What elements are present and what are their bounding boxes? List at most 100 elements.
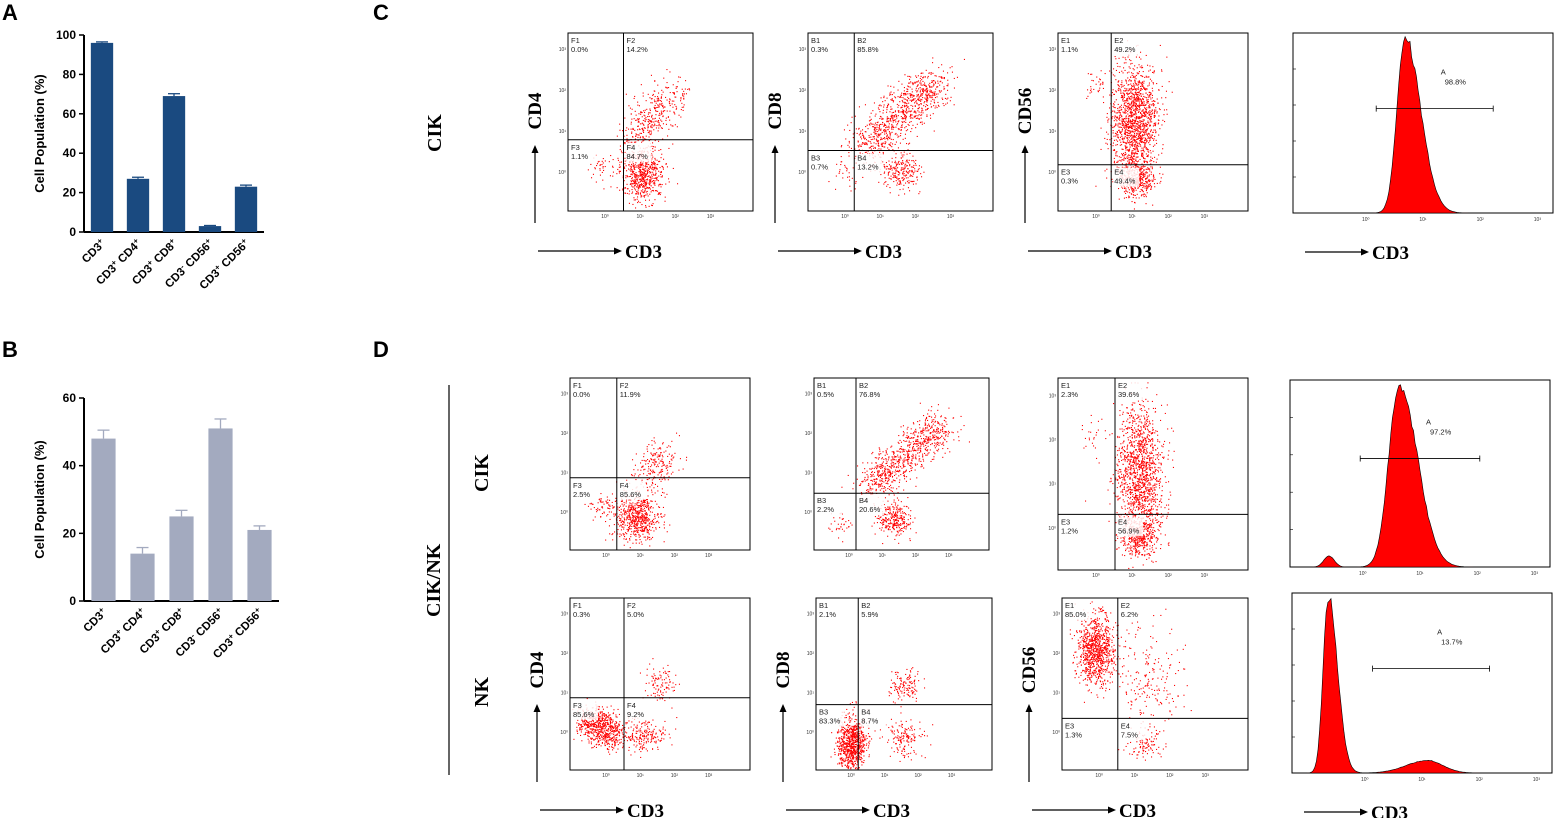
d-nk-plot-cd8-quadrant-value-B3: 83.3%: [819, 717, 841, 726]
c-plot-cd8-frame: [807, 32, 994, 212]
c-plot-cd4-x-arrowhead: [614, 247, 622, 255]
d-nk-plot-cd4-label-bg-F4: [626, 700, 652, 720]
d-nk-plot-cd4-y-arrowhead: [533, 704, 541, 712]
c-plot-cd56-ylabel: CD56: [1015, 88, 1036, 134]
c-plot-cd4-xtick-0: 10⁰: [601, 214, 609, 220]
d-cik-plot-cd8-events: [828, 402, 970, 545]
bar-a-bar-3: [198, 226, 222, 232]
c-plot-cd8-ytick-2: 10²: [799, 88, 807, 94]
c-plot-cd4-quadrant-value-F2: 14.2%: [627, 45, 649, 54]
d-nk-plot-cd56-label-bg-E2: [1119, 601, 1146, 620]
d-cik-plot-cd56-label-bg-E3: [1060, 517, 1086, 537]
c-plot-cd4-quadrant-value-F1: 0.0%: [571, 45, 588, 54]
bar-b-bar-1: [130, 553, 155, 601]
c-hist-cd3: A98.8% 10⁰ 10¹ 10² 10³ CD3: [1292, 32, 1554, 264]
d-nk-plot-cd56-xtick-3: 10³: [1202, 773, 1210, 779]
d-nk-hist-cd3-xtick-3: 10³: [1533, 777, 1541, 783]
c-plot-cd8-xlabel: CD3: [865, 242, 902, 263]
d-cik-plot-cd56-xtick-2: 10²: [1165, 573, 1173, 579]
d-cik-plot-cd8-quadrant-value-B4: 20.6%: [859, 505, 881, 514]
d-nk-plot-cd56-xtick-0: 10⁰: [1095, 773, 1103, 779]
c-plot-cd4-frame: [567, 32, 754, 212]
d-nk-plot-cd4-label-bg-F2: [626, 601, 652, 620]
c-plot-cd56-quadrant-value-E1: 1.1%: [1061, 45, 1078, 54]
d-nk-plot-cd4-ytick-3: 10³: [561, 611, 569, 617]
d-cik-plot-cd56-ytick-2: 10²: [1049, 437, 1057, 443]
c-plot-cd4-xlabel: CD3: [625, 242, 662, 263]
c-plot-cd8-label-bg-B4: [856, 153, 883, 173]
d-nk-plot-cd4-quadrant-id-F2: F2: [627, 601, 636, 610]
c-plot-cd8-quadrant-value-B2: 85.8%: [857, 45, 879, 54]
d-nk-hist-cd3-histogram-area: [1292, 597, 1552, 774]
d-nk-plot-cd8-quadrant-id-B1: B1: [819, 601, 828, 610]
d-nk-plot-cd4-label-bg-F1: [572, 601, 598, 620]
d-nk-plot-cd56-quadrant-value-E4: 7.5%: [1121, 730, 1138, 739]
d-nk-plot-cd8-quadrant-value-B2: 5.9%: [861, 610, 878, 619]
c-plot-cd8-label-bg-B1: [810, 36, 836, 55]
d-nk-plot-cd56-ytick-2: 10²: [1053, 651, 1061, 657]
d-nk-plot-cd56-events: [1069, 601, 1192, 761]
d-cik-hist-cd3-xtick-1: 10¹: [1416, 571, 1424, 577]
d-nk-plot-cd8-ytick-2: 10²: [807, 651, 815, 657]
c-plot-cd8-label-bg-B2: [856, 36, 883, 55]
d-cik-plot-cd8-quadrant-value-B2: 76.8%: [859, 390, 881, 399]
c-plot-cd4-quadrant-value-F3: 1.1%: [571, 152, 588, 161]
c-plot-cd56-label-bg-E1: [1060, 36, 1086, 55]
bar-a-ytick-label-1: 20: [63, 186, 77, 200]
d-cik-hist-cd3-xtick-2: 10²: [1474, 571, 1482, 577]
c-plot-cd8-ytick-0: 10⁰: [798, 170, 806, 176]
panel-letter-b: B: [2, 337, 18, 362]
d-cik-plot-cd8-xtick-1: 10¹: [879, 553, 887, 559]
d-nk-plot-cd4-xlabel: CD3: [627, 801, 664, 818]
c-plot-cd4-label-bg-F2: [625, 36, 652, 55]
d-cik-plot-cd56-quadrant-id-E4: E4: [1118, 517, 1127, 526]
c-plot-cd56-xtick-0: 10⁰: [1092, 214, 1100, 220]
d-nk-plot-cd8-xtick-1: 10¹: [881, 773, 889, 779]
d-nk-plot-cd56-quadrant-id-E4: E4: [1121, 721, 1130, 730]
d-cik-plot-cd4-quadrant-value-F3: 2.5%: [573, 490, 590, 499]
c-plot-cd8-ytick-1: 10¹: [799, 129, 807, 135]
c-plot-cd4-y-arrowhead: [531, 145, 539, 153]
d-cik-plot-cd8-label-bg-B2: [858, 381, 884, 400]
d-nk-plot-cd4-quadrant-id-F1: F1: [573, 601, 582, 610]
d-cik-plot-cd4-quadrant-value-F1: 0.0%: [573, 390, 590, 399]
d-cik-plot-cd8-ytick-2: 10²: [805, 431, 813, 437]
bar-b-ylabel: Cell Population (%): [32, 440, 47, 558]
d-nk-plot-cd4-xtick-3: 10³: [705, 773, 713, 779]
d-nk-plot-cd56-label-bg-E1: [1064, 601, 1090, 620]
d-nk-plot-cd8-quadrant-id-B2: B2: [861, 601, 870, 610]
d-cik-plot-cd8-ytick-1: 10¹: [805, 471, 813, 477]
c-plot-cd8-events: [827, 57, 965, 196]
c-plot-cd56-ytick-3: 10³: [1049, 47, 1057, 53]
bar-a-bar-4: [234, 186, 258, 232]
d-nk-plot-cd8-xtick-0: 10⁰: [847, 773, 855, 779]
c-plot-cd8-xtick-3: 10³: [947, 214, 955, 220]
d-nk-hist-cd3-xtick-1: 10¹: [1418, 777, 1426, 783]
d-nk-plot-cd4-ytick-0: 10⁰: [560, 730, 568, 736]
c-hist-cd3-xtick-2: 10²: [1477, 217, 1485, 223]
c-plot-cd56-quadrant-value-E4: 49.4%: [1114, 177, 1136, 186]
d-nk-plot-cd4-xtick-0: 10⁰: [602, 773, 610, 779]
d-nk-hist-cd3-gate-value: 13.7%: [1441, 638, 1463, 647]
c-plot-cd8-xtick-1: 10¹: [877, 214, 885, 220]
d-nk-plot-cd56-quadrant-value-E3: 1.3%: [1065, 730, 1082, 739]
d-cik-plot-cd56-ytick-0: 10⁰: [1048, 526, 1056, 532]
d-cik-plot-cd56-quadrant-id-E2: E2: [1118, 381, 1127, 390]
d-nk-plot-cd8-x-arrowhead: [862, 806, 870, 814]
c-plot-cd56-quadrant-id-E3: E3: [1061, 168, 1070, 177]
d-nk-plot-cd8-quadrant-value-B4: 8.7%: [861, 717, 878, 726]
d-cik-plot-cd8-label-bg-B4: [858, 496, 884, 516]
d-cik-plot-cd4-ytick-1: 10¹: [561, 471, 569, 477]
d-cik-plot-cd4-label-bg-F1: [572, 381, 598, 400]
d-cik-plot-cd8-quadrant-id-B3: B3: [817, 496, 826, 505]
bar-b-bar-0: [91, 438, 116, 601]
d-nk-plot-cd8-xlabel: CD3: [873, 801, 910, 818]
d-nk-plot-cd56-label-bg-E3: [1064, 721, 1090, 741]
d-nk-hist-cd3-gate-id: A: [1437, 628, 1442, 637]
d-cik-plot-cd8-quadrant-value-B1: 0.5%: [817, 390, 834, 399]
c-hist-cd3-x-arrowhead: [1361, 248, 1369, 256]
